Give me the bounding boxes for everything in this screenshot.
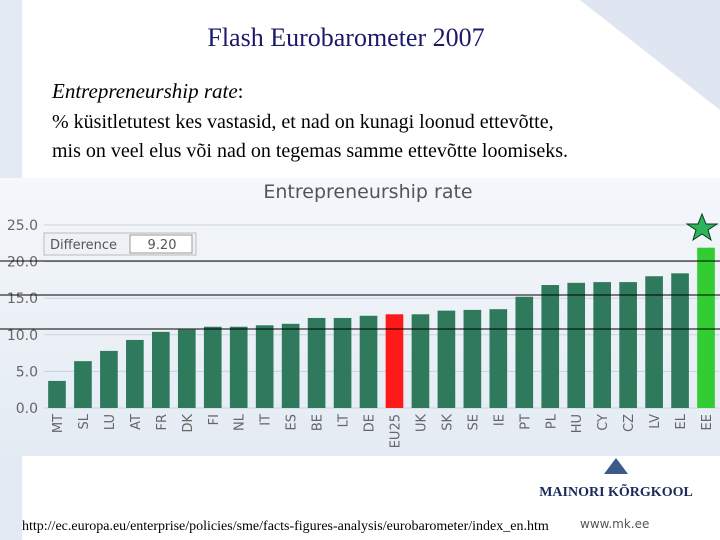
y-tick-label: 0.0 bbox=[16, 401, 38, 417]
body-line: mis on veel elus või nad on tegemas samm… bbox=[52, 140, 568, 162]
chart-title: Entrepreneurship rate bbox=[263, 181, 472, 203]
x-tick-label: PL bbox=[544, 413, 559, 429]
chart: Entrepreneurship rate Difference 9.20 0.0 5.… bbox=[7, 181, 719, 448]
x-tick-label: CY bbox=[596, 414, 611, 431]
bar bbox=[489, 309, 508, 408]
corner-shape bbox=[580, 0, 720, 110]
y-tick-label: 25.0 bbox=[7, 218, 38, 234]
bar bbox=[333, 317, 352, 408]
x-tick-label: IT bbox=[259, 414, 274, 426]
bar bbox=[177, 329, 196, 408]
y-tick-label: 10.0 bbox=[7, 328, 38, 344]
x-tick-label: LU bbox=[103, 414, 118, 430]
x-tick-label: IE bbox=[492, 414, 507, 426]
x-tick-label: FI bbox=[207, 414, 222, 425]
bar bbox=[697, 247, 715, 408]
slide-title: Flash Eurobarometer 2007 bbox=[207, 23, 484, 52]
logo-icon bbox=[604, 458, 628, 474]
x-tick-label: SL bbox=[77, 413, 92, 429]
x-tick-label: NL bbox=[233, 413, 248, 431]
intro: Entrepreneurship rate: bbox=[51, 79, 244, 103]
bar bbox=[541, 285, 560, 408]
x-tick-label: SK bbox=[440, 414, 455, 431]
x-tick-label: DE bbox=[363, 414, 378, 432]
bar bbox=[619, 282, 637, 408]
x-tick-label: MT bbox=[51, 414, 66, 433]
bar bbox=[100, 350, 118, 408]
bar bbox=[255, 325, 274, 408]
body-line: % küsitletutest kes vastasid, et nad on … bbox=[52, 111, 554, 133]
x-tick-label: BE bbox=[311, 414, 326, 431]
bar bbox=[671, 273, 689, 408]
website: www.mk.ee bbox=[580, 517, 649, 531]
x-tick-label: AT bbox=[129, 414, 144, 430]
x-tick-label: EE bbox=[700, 414, 715, 430]
bar bbox=[48, 380, 66, 408]
bar bbox=[385, 314, 404, 408]
intro-term: Entrepreneurship rate bbox=[51, 79, 238, 103]
x-tick-label: LT bbox=[337, 414, 352, 427]
x-tick-label: SE bbox=[466, 414, 481, 430]
bar bbox=[229, 326, 248, 408]
x-tick-label: EL bbox=[674, 413, 689, 429]
bar bbox=[515, 296, 534, 408]
bar bbox=[307, 317, 326, 408]
x-tick-label: CZ bbox=[622, 414, 637, 432]
y-tick-label: 15.0 bbox=[7, 291, 38, 307]
bar bbox=[567, 282, 586, 408]
x-tick-label: PT bbox=[518, 414, 533, 430]
bar bbox=[411, 314, 430, 408]
x-tick-label: FR bbox=[155, 414, 170, 431]
x-tick-label: DK bbox=[181, 414, 196, 433]
x-tick-label: EU25 bbox=[388, 414, 403, 448]
bar bbox=[437, 310, 456, 408]
logo-text: MAINORI KÕRGKOOL bbox=[539, 482, 693, 500]
y-tick-label: 5.0 bbox=[16, 364, 38, 380]
y-tick-label: 20.0 bbox=[7, 255, 38, 271]
x-tick-label: ES bbox=[285, 414, 300, 430]
intro-punct: : bbox=[238, 79, 244, 103]
bar bbox=[126, 339, 144, 408]
difference-value: 9.20 bbox=[148, 238, 177, 253]
bar bbox=[203, 326, 222, 408]
x-tick-label: UK bbox=[414, 414, 429, 433]
star-icon bbox=[685, 212, 719, 242]
bar bbox=[645, 276, 663, 408]
bar bbox=[281, 323, 300, 408]
bar bbox=[463, 309, 482, 408]
difference-field bbox=[129, 234, 193, 254]
bar bbox=[359, 315, 378, 408]
bar bbox=[593, 282, 611, 408]
source-url: http://ec.europa.eu/enterprise/policies/… bbox=[22, 519, 549, 534]
x-tick-label: LV bbox=[648, 414, 663, 429]
x-tick-label: HU bbox=[570, 414, 585, 433]
bar bbox=[152, 331, 170, 408]
bar bbox=[74, 361, 92, 408]
difference-label: Difference bbox=[50, 238, 117, 253]
